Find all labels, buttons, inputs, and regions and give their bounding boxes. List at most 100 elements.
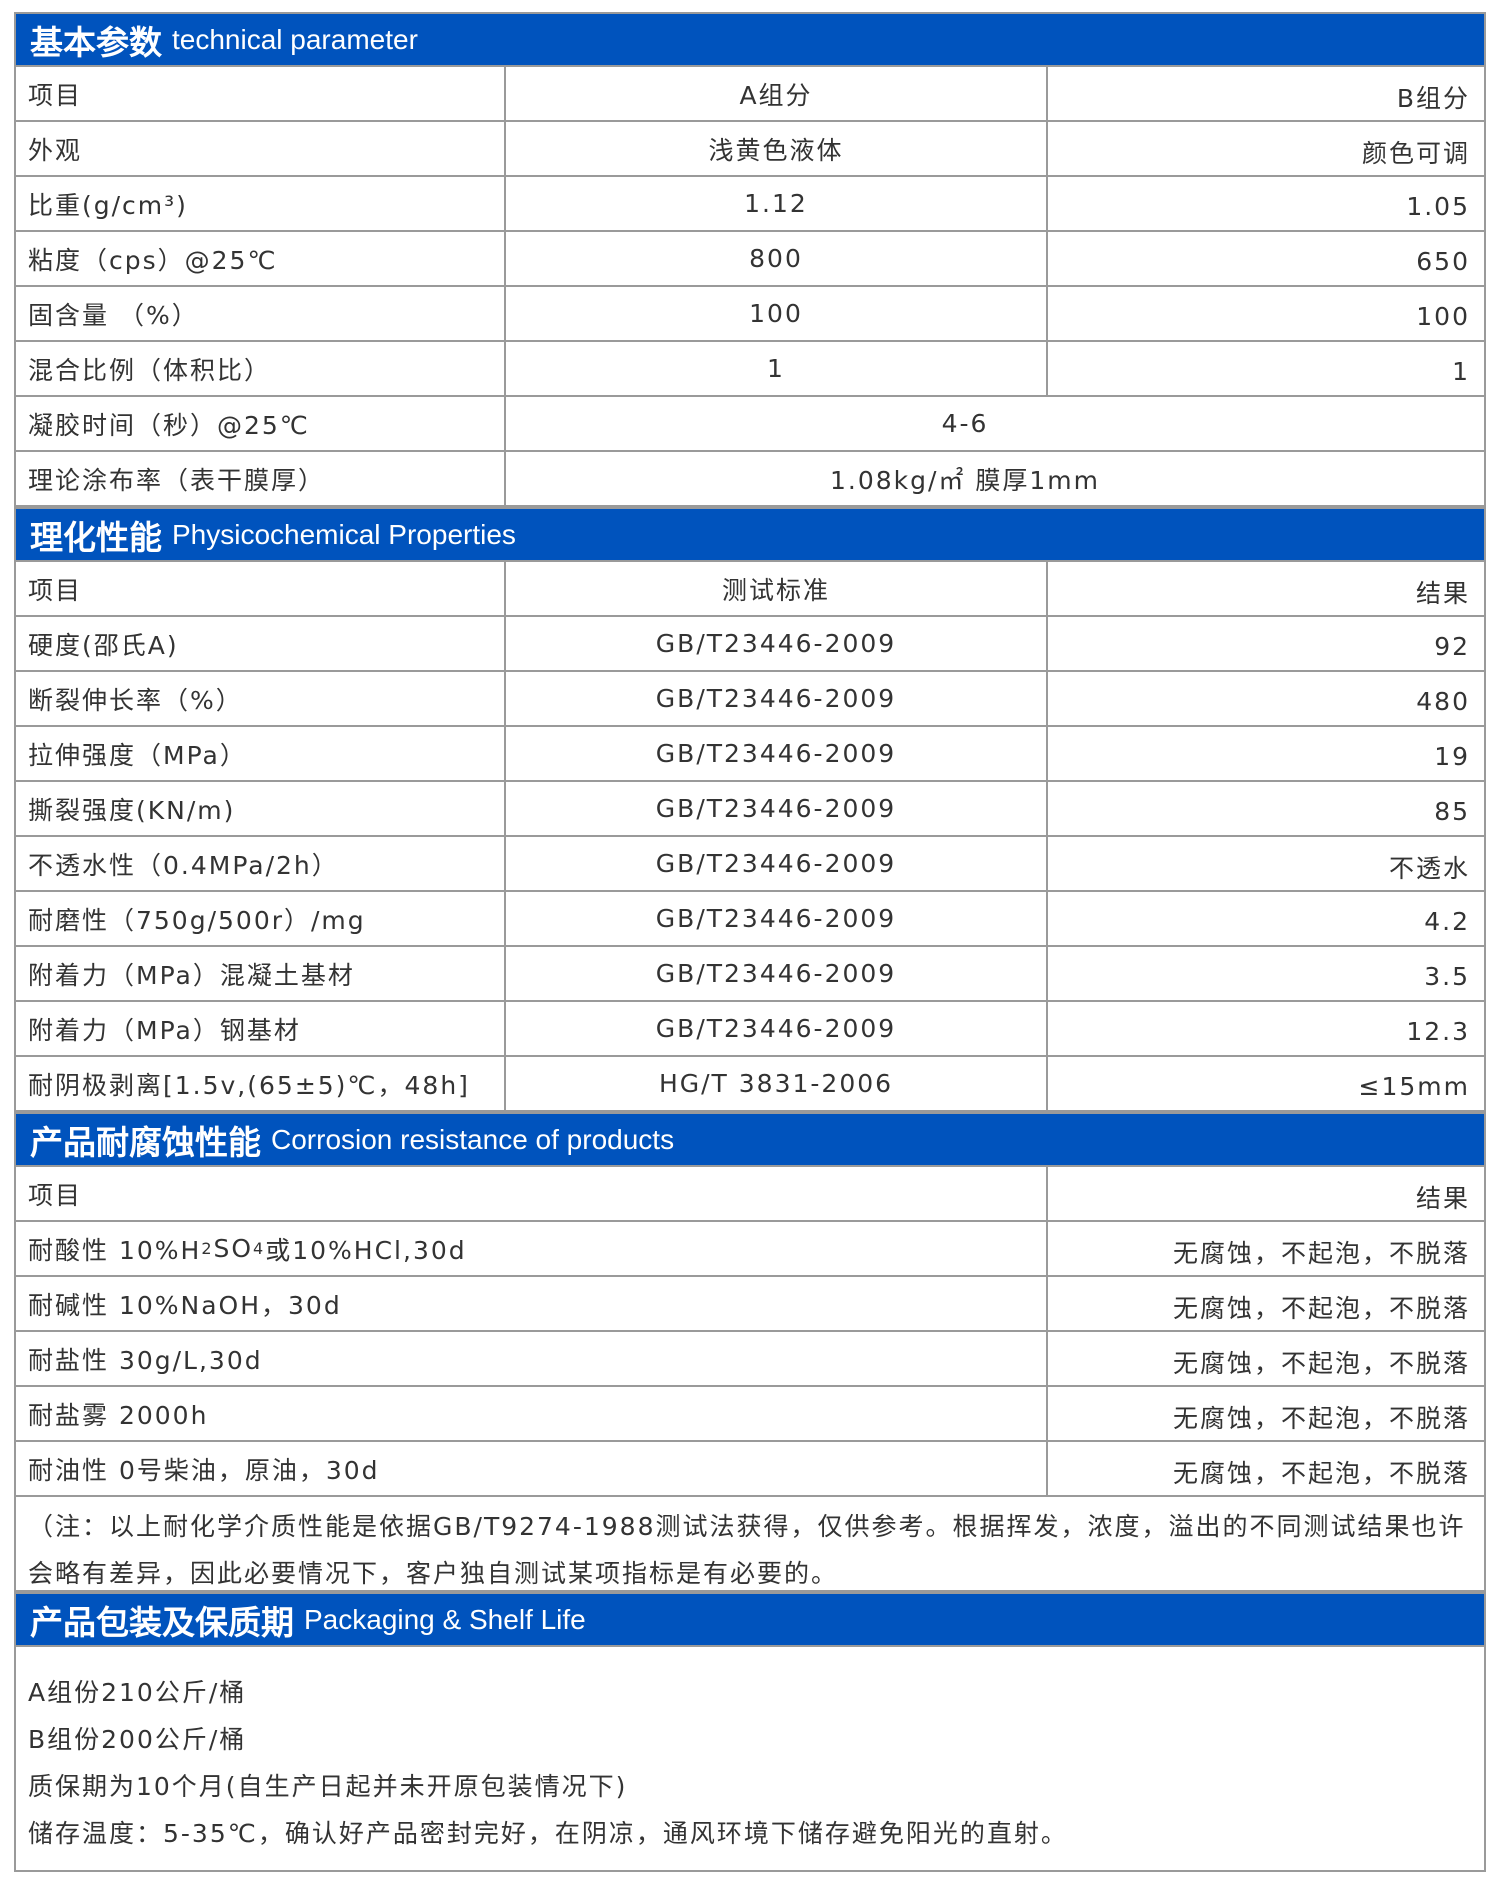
table-header-row: 项目 结果 (16, 1167, 1484, 1222)
item-cell: 耐磨性（750g/500r）/mg (16, 892, 506, 945)
value-cell: 浅黄色液体 (506, 122, 1048, 175)
result-cell: 1 (1452, 357, 1470, 386)
item-cell: 拉伸强度（MPa） (16, 727, 506, 780)
value-cell: GB/T23446-2009 (506, 782, 1048, 835)
value-cell: 800 (506, 232, 1048, 285)
section-header-packaging: 产品包装及保质期 Packaging & Shelf Life (16, 1592, 1484, 1647)
value-cell: 1.08kg/㎡ 膜厚1mm (830, 465, 1100, 495)
item-cell: 耐油性 0号柴油，原油，30d (16, 1442, 1048, 1495)
item-cell: 耐盐雾 2000h (16, 1387, 1048, 1440)
result-cell: 92 (1434, 632, 1470, 661)
table-row: 理论涂布率（表干膜厚） 1.08kg/㎡ 膜厚1mm (16, 452, 1484, 507)
table-row: 拉伸强度（MPa） GB/T23446-2009 19 (16, 727, 1484, 782)
section-title-en: Corrosion resistance of products (271, 1123, 675, 1155)
section-header-technical: 基本参数 technical parameter (16, 12, 1484, 67)
section-header-corrosion: 产品耐腐蚀性能 Corrosion resistance of products (16, 1112, 1484, 1167)
value-cell: 无腐蚀，不起泡，不脱落 (1172, 1458, 1470, 1488)
spec-sheet: 基本参数 technical parameter 项目 A组分 B组分 外观 浅黄… (14, 12, 1486, 1872)
value-cell: GB/T23446-2009 (506, 837, 1048, 890)
result-cell: 不透水 (1388, 853, 1470, 883)
result-cell: 无腐蚀，不起泡，不脱落 (1172, 1238, 1470, 1268)
subscript: 2 (201, 1239, 214, 1258)
item-cell: 耐酸性 10%H 2 SO 4 或10%HCl,30d (16, 1222, 1048, 1275)
packaging-body: A组份210公斤/桶 B组份200公斤/桶 质保期为10个月(自生产日起并未开原… (16, 1647, 1484, 1870)
value-cell: GB/T23446-2009 (506, 727, 1048, 780)
table-row: 耐油性 0号柴油，原油，30d 无腐蚀，不起泡，不脱落 (16, 1442, 1484, 1497)
result-cell: ≤15mm (1358, 1072, 1470, 1101)
note-text: （注：以上耐化学介质性能是依据GB/T9274-1988测试法获得，仅供参考。根… (16, 1497, 1484, 1592)
item-cell: 耐阴极剥离[1.5v,(65±5)℃，48h] (16, 1057, 506, 1110)
acid-text: 或10%HCl,30d (265, 1235, 467, 1265)
section-title-cn: 产品耐腐蚀性能 (30, 1122, 261, 1162)
packaging-line: B组份200公斤/桶 (28, 1725, 247, 1754)
item-cell: 耐盐性 30g/L,30d (16, 1332, 1048, 1385)
result-cell: 4.2 (1424, 907, 1470, 936)
result-cell: 12.3 (1406, 1017, 1470, 1046)
value-cell: GB/T23446-2009 (506, 947, 1048, 1000)
table-row: 附着力（MPa）混凝土基材 GB/T23446-2009 3.5 (16, 947, 1484, 1002)
value-cell: 4-6 (941, 409, 989, 438)
table-row: 耐盐性 30g/L,30d 无腐蚀，不起泡，不脱落 (16, 1332, 1484, 1387)
value-cell: GB/T23446-2009 (506, 892, 1048, 945)
table-row: 耐磨性（750g/500r）/mg GB/T23446-2009 4.2 (16, 892, 1484, 947)
item-cell: 耐碱性 10%NaOH，30d (16, 1277, 1048, 1330)
value-cell: 无腐蚀，不起泡，不脱落 (1172, 1348, 1470, 1378)
table-row: 撕裂强度(KN/m) GB/T23446-2009 85 (16, 782, 1484, 837)
packaging-line: 质保期为10个月(自生产日起并未开原包装情况下) (28, 1772, 628, 1801)
value-cell: 无腐蚀，不起泡，不脱落 (1172, 1403, 1470, 1433)
value-cell: 1 (506, 342, 1048, 395)
section-title-cn: 理化性能 (30, 517, 162, 557)
item-cell: 混合比例（体积比） (16, 342, 506, 395)
table-header-row: 项目 测试标准 结果 (16, 562, 1484, 617)
item-cell: 撕裂强度(KN/m) (16, 782, 506, 835)
header-cell: 项目 (16, 1167, 1048, 1220)
packaging-line: A组份210公斤/桶 (28, 1678, 247, 1707)
header-cell: 项目 (16, 562, 506, 615)
table-row: 粘度（cps）@25℃ 800 650 (16, 232, 1484, 287)
result-cell: 19 (1434, 742, 1470, 771)
result-cell: 颜色可调 (1361, 138, 1470, 168)
section-title-cn: 产品包装及保质期 (30, 1602, 294, 1642)
value-cell: 100 (506, 287, 1048, 340)
section-header-physico: 理化性能 Physicochemical Properties (16, 507, 1484, 562)
header-cell: 项目 (16, 67, 506, 120)
item-cell: 比重(g/cm³) (16, 177, 506, 230)
result-cell: 100 (1416, 302, 1470, 331)
result-cell: 3.5 (1424, 962, 1470, 991)
item-cell: 凝胶时间（秒）@25℃ (16, 397, 506, 450)
value-cell: 1.12 (506, 177, 1048, 230)
item-cell: 粘度（cps）@25℃ (16, 232, 506, 285)
table-row: 耐碱性 10%NaOH，30d 无腐蚀，不起泡，不脱落 (16, 1277, 1484, 1332)
table-row: 耐盐雾 2000h 无腐蚀，不起泡，不脱落 (16, 1387, 1484, 1442)
table-header-row: 项目 A组分 B组分 (16, 67, 1484, 122)
value-cell: HG/T 3831-2006 (506, 1057, 1048, 1110)
result-cell: 85 (1434, 797, 1470, 826)
table-row: 耐阴极剥离[1.5v,(65±5)℃，48h] HG/T 3831-2006 ≤15… (16, 1057, 1484, 1112)
table-row: 固含量 （%） 100 100 (16, 287, 1484, 342)
subscript: 4 (253, 1239, 266, 1258)
table-row: 不透水性（0.4MPa/2h） GB/T23446-2009 不透水 (16, 837, 1484, 892)
header-cell: 结果 (1415, 578, 1470, 608)
section-title-en: Packaging & Shelf Life (304, 1603, 586, 1635)
value-cell: 无腐蚀，不起泡，不脱落 (1172, 1293, 1470, 1323)
result-cell: 650 (1416, 247, 1470, 276)
section-title-en: technical parameter (172, 23, 418, 55)
table-row: 凝胶时间（秒）@25℃ 4-6 (16, 397, 1484, 452)
table-row: 混合比例（体积比） 1 1 (16, 342, 1484, 397)
acid-text: 耐酸性 10%H (28, 1235, 202, 1265)
item-cell: 外观 (16, 122, 506, 175)
value-cell: GB/T23446-2009 (506, 1002, 1048, 1055)
item-cell: 断裂伸长率（%） (16, 672, 506, 725)
item-cell: 硬度(邵氏A) (16, 617, 506, 670)
table-row: 断裂伸长率（%） GB/T23446-2009 480 (16, 672, 1484, 727)
acid-text: SO (213, 1234, 254, 1263)
table-row: 附着力（MPa）钢基材 GB/T23446-2009 12.3 (16, 1002, 1484, 1057)
result-cell: 1.05 (1406, 192, 1470, 221)
item-cell: 附着力（MPa）混凝土基材 (16, 947, 506, 1000)
packaging-line: 储存温度：5-35℃，确认好产品密封完好，在阴凉，通风环境下储存避免阳光的直射。 (28, 1819, 1068, 1848)
item-cell: 附着力（MPa）钢基材 (16, 1002, 506, 1055)
item-cell: 不透水性（0.4MPa/2h） (16, 837, 506, 890)
header-cell: B组分 (1396, 83, 1470, 113)
header-cell: 测试标准 (506, 562, 1048, 615)
table-row: 比重(g/cm³) 1.12 1.05 (16, 177, 1484, 232)
